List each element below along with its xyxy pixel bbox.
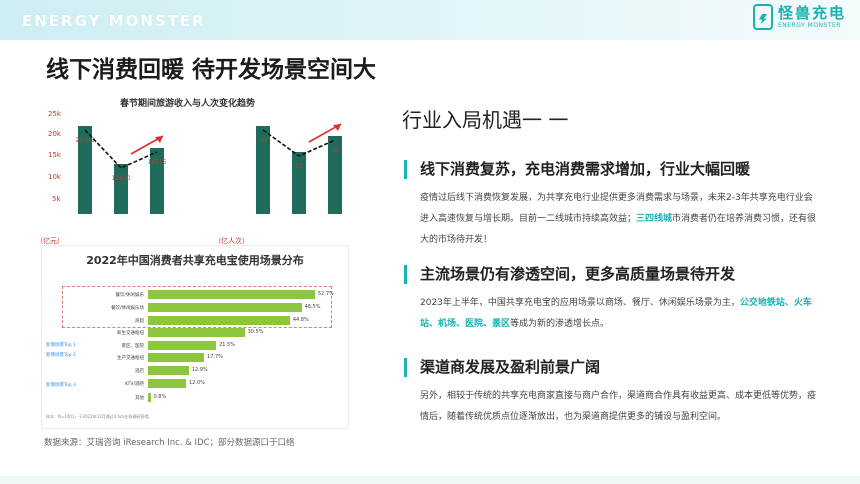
scene-bar-label: 商超 bbox=[135, 319, 144, 324]
panel-title: 2022年中国消费者共享充电宝使用场景分布 bbox=[86, 254, 304, 267]
insight-body: 疫情过后线下消费恢复发展，为共享充电行业提供更多消费需求与场景，未来2-3年共享… bbox=[420, 193, 817, 245]
scene-bar-value: 30.5% bbox=[247, 329, 264, 335]
scene-bar-row: 商超 44.8% bbox=[42, 316, 348, 325]
bar-data-label: 12410 bbox=[111, 175, 130, 182]
battery-bolt-icon bbox=[752, 4, 773, 30]
arrow-head-icon bbox=[155, 136, 163, 143]
y-tick-label: 5k bbox=[52, 195, 61, 203]
data-source: 数据来源：艾瑞咨询 iResearch Inc. & IDC；部分数据源口于口络 bbox=[44, 438, 295, 448]
scene-bar-row: KTV/酒吧 12.0% bbox=[42, 379, 348, 388]
scene-bar-label: 新生交通枢纽 bbox=[117, 331, 144, 336]
y-tick-label: 20k bbox=[48, 130, 61, 138]
trend-line bbox=[262, 129, 336, 157]
unit-label-left: （亿元） bbox=[36, 237, 64, 245]
scene-bar bbox=[148, 290, 315, 299]
new-scene-tag: 新增场景Top 3 bbox=[46, 383, 76, 388]
scene-bar-value: 12.0% bbox=[189, 380, 205, 386]
logo-cn-text: 怪兽充电 bbox=[777, 3, 846, 22]
bar-data-label: 18 bbox=[259, 137, 267, 144]
scene-bar-row: 生产交通枢纽 17.7% bbox=[42, 353, 348, 362]
chart-bar bbox=[256, 126, 270, 214]
scene-bar-label: 餐饮/休闲娱乐场 bbox=[110, 306, 144, 311]
new-scene-tag: 新增场景Top 2 bbox=[46, 353, 76, 358]
scene-bar bbox=[148, 366, 189, 375]
scene-bar bbox=[148, 393, 151, 402]
bar-data-label: 16515 bbox=[147, 159, 166, 166]
section-heading: 行业入局机遇一 一 bbox=[402, 108, 569, 132]
scene-bar bbox=[148, 316, 290, 325]
y-tick-label: 25k bbox=[48, 110, 61, 118]
insight-body: 2023年上半年，中国共享充电宝的应用场景以商场、餐厅、休闲娱乐场景为主，公交地… bbox=[420, 298, 812, 329]
logo-en-text: ENERGY MONSTER bbox=[777, 21, 841, 29]
arrow-head-icon bbox=[333, 124, 341, 131]
scene-bar-label: 酒店 bbox=[135, 369, 144, 374]
top3-highlight-box bbox=[62, 286, 332, 328]
chart-title: 春节期间旅游收入与人次变化趋势 bbox=[120, 99, 256, 109]
trend-chart: 22005 12410 16515 18 13 16 bbox=[75, 123, 342, 214]
chart-bar bbox=[150, 148, 164, 214]
scene-bar bbox=[148, 341, 217, 350]
chart-bar bbox=[292, 152, 306, 214]
footer-band bbox=[0, 476, 860, 484]
scene-bar-value: 12.9% bbox=[191, 367, 208, 373]
trend-line bbox=[84, 129, 158, 169]
chart-bar bbox=[114, 164, 128, 214]
scene-bar bbox=[148, 379, 186, 388]
chart-bar bbox=[78, 126, 92, 214]
scene-bar-label: 生产交通枢纽 bbox=[117, 356, 144, 361]
new-scene-tag: 新增场景Top 1 bbox=[46, 343, 76, 348]
scene-bar-row: 餐饮/休闲娱乐 52.7% bbox=[42, 290, 348, 299]
brand-logo: 怪兽充电 ENERGY MONSTER bbox=[752, 3, 846, 30]
insight-title: 线下消费复苏，充电消费需求增加，行业大幅回暖 bbox=[420, 160, 751, 178]
insight-title: 主流场景仍有渗透空间，更多高质量场景待开发 bbox=[420, 265, 736, 283]
panel-footnote: 样本：N=1001，于2022年12月通过iClick在线调研获得。 bbox=[46, 414, 153, 419]
scene-bar-label: 餐饮/休闲娱乐 bbox=[115, 293, 144, 298]
scene-bar bbox=[148, 303, 302, 312]
brand-wordmark: ENERGY MONSTER bbox=[22, 12, 206, 30]
accent-bar bbox=[404, 265, 407, 284]
scene-bar-row: 景区、医院 21.5% bbox=[42, 341, 348, 350]
scene-bar-row: 酒店 12.9% bbox=[42, 366, 348, 375]
bar-data-label: 22005 bbox=[75, 137, 94, 144]
scene-bar-row: 新生交通枢纽 30.5% bbox=[42, 328, 348, 337]
scene-bar-value: 48.5% bbox=[304, 304, 321, 310]
scene-bar-value: 17.7% bbox=[207, 354, 223, 360]
scene-distribution-panel: 2022年中国消费者共享充电宝使用场景分布 餐饮/休闲娱乐 52.7% 餐饮/休闲娱… bbox=[42, 246, 348, 428]
scene-bar bbox=[148, 328, 245, 337]
header-band: ENERGY MONSTER 怪兽充电 ENERGY MONSTER bbox=[0, 0, 860, 40]
bar-data-label: 13 bbox=[295, 163, 303, 170]
scene-bar-label: 其他 bbox=[135, 396, 144, 401]
accent-bar bbox=[404, 358, 407, 377]
scene-bar-value: 0.8% bbox=[153, 394, 167, 400]
y-tick-label: 10k bbox=[48, 173, 61, 181]
scene-bar-value: 52.7% bbox=[317, 291, 334, 297]
scene-bar-label: KTV/酒吧 bbox=[125, 382, 144, 387]
unit-label-right: （亿人次） bbox=[214, 237, 249, 245]
scene-bar-row: 餐饮/休闲娱乐场 48.5% bbox=[42, 303, 348, 312]
scene-bar-label: 景区、医院 bbox=[121, 344, 145, 349]
accent-bar bbox=[404, 160, 407, 179]
chart-bar bbox=[328, 136, 342, 214]
insight-title: 渠道商发展及盈利前景广阔 bbox=[420, 358, 601, 376]
scene-bar-row: 其他 0.8% bbox=[42, 393, 348, 402]
scene-bar bbox=[148, 353, 205, 362]
scene-bar-value: 21.5% bbox=[219, 342, 235, 348]
scene-bar-value: 44.8% bbox=[292, 317, 309, 323]
page-title: 线下消费回暖 待开发场景空间大 bbox=[46, 57, 377, 83]
y-tick-label: 15k bbox=[48, 151, 61, 159]
bar-data-label: 16 bbox=[331, 147, 339, 154]
insight-body: 另外，相较于传统的共享充电商家直接与商户合作，渠道商合作具有收益更高、成本更低等… bbox=[420, 391, 817, 422]
